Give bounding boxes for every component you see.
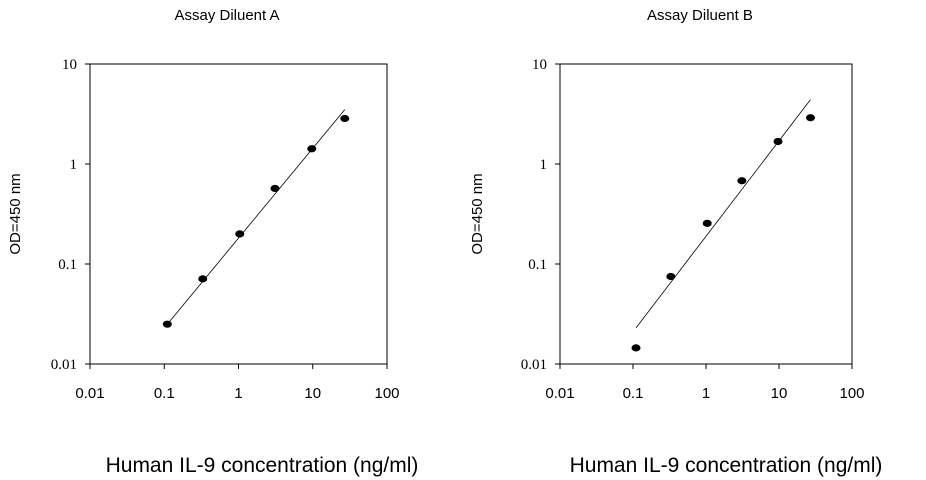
y-tick-label: 10 <box>62 57 77 73</box>
fit-line <box>167 109 346 325</box>
data-point <box>340 114 350 123</box>
x-tick-label: 10 <box>771 385 788 402</box>
y-ticks-group: 0.01 0.1 1 10 <box>51 57 90 373</box>
y-ticks-group: 0.01 0.1 1 10 <box>521 57 560 373</box>
data-point <box>702 219 712 227</box>
x-tick-label: 100 <box>374 385 399 402</box>
y-tick-label: 1 <box>540 157 548 173</box>
data-point <box>666 272 676 281</box>
y-axis-label: OD=450 nm <box>7 173 24 254</box>
y-tick-label: 0.01 <box>51 357 77 373</box>
y-tick-label: 0.1 <box>528 257 547 273</box>
x-tick-label: 1 <box>702 385 710 402</box>
chart-panel-b: Assay Diluent B OD=450 nm Human IL-9 con… <box>469 7 882 477</box>
chart-title: Assay Diluent A <box>174 7 279 24</box>
data-point <box>198 275 208 283</box>
x-tick-label: 1 <box>234 385 242 402</box>
y-tick-label: 1 <box>70 157 78 173</box>
x-axis-label: Human IL-9 concentration (ng/ml) <box>106 454 419 477</box>
x-ticks-group: 0.01 0.1 1 10 100 <box>545 364 865 402</box>
data-point <box>270 184 280 193</box>
fit-line <box>635 99 811 329</box>
data-point <box>235 230 245 238</box>
data-point <box>307 145 317 153</box>
y-tick-label: 10 <box>532 57 547 73</box>
data-point <box>631 344 641 352</box>
x-tick-label: 0.1 <box>154 385 175 402</box>
x-axis-label: Human IL-9 concentration (ng/ml) <box>570 454 883 477</box>
y-axis-label: OD=450 nm <box>469 173 486 254</box>
data-points-group <box>631 114 815 352</box>
data-point <box>805 114 815 122</box>
data-point <box>773 137 783 146</box>
x-tick-label: 10 <box>304 385 321 402</box>
fit-line-group <box>167 109 346 325</box>
plot-frame <box>559 63 853 365</box>
y-tick-label: 0.01 <box>521 357 547 373</box>
data-points-group <box>162 114 350 328</box>
y-tick-label: 0.1 <box>58 257 77 273</box>
x-tick-label: 0.01 <box>75 385 104 402</box>
fit-line-group <box>635 99 811 329</box>
chart-panel-a: Assay Diluent A OD=450 nm Human IL-9 con… <box>7 7 418 477</box>
plot-frame <box>89 63 388 365</box>
data-point <box>162 320 172 328</box>
x-tick-label: 0.1 <box>623 385 644 402</box>
x-ticks-group: 0.01 0.1 1 10 100 <box>75 364 400 402</box>
x-tick-label: 0.01 <box>545 385 574 402</box>
x-tick-label: 100 <box>839 385 864 402</box>
chart-title: Assay Diluent B <box>647 7 753 24</box>
data-point <box>737 177 747 185</box>
